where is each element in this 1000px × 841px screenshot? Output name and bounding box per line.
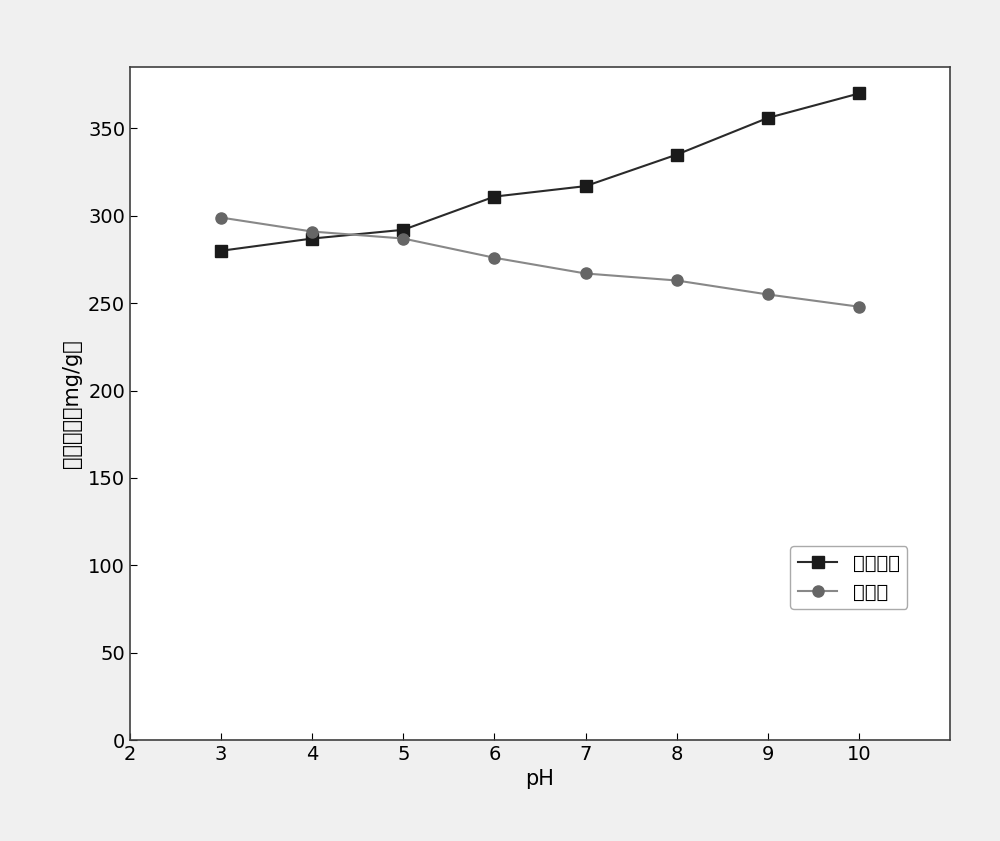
Line: 甲基橙: 甲基橙 [216,212,864,312]
甲基橙 [488,252,500,262]
亚甲基蓝 [215,246,227,256]
亚甲基蓝 [853,88,865,98]
Y-axis label: 吸附容量（mg/g）: 吸附容量（mg/g） [62,339,82,468]
甲基橙 [580,268,592,278]
甲基橙 [215,213,227,223]
Legend: 亚甲基蓝, 甲基橙: 亚甲基蓝, 甲基橙 [790,546,907,609]
甲基橙 [762,289,774,299]
甲基橙 [306,226,318,236]
甲基橙 [397,234,409,244]
亚甲基蓝 [671,150,683,160]
甲基橙 [853,302,865,312]
亚甲基蓝 [488,192,500,202]
亚甲基蓝 [397,225,409,235]
亚甲基蓝 [580,181,592,191]
亚甲基蓝 [762,113,774,123]
亚甲基蓝 [306,234,318,244]
甲基橙 [671,276,683,286]
X-axis label: pH: pH [526,770,554,790]
Line: 亚甲基蓝: 亚甲基蓝 [216,88,864,257]
